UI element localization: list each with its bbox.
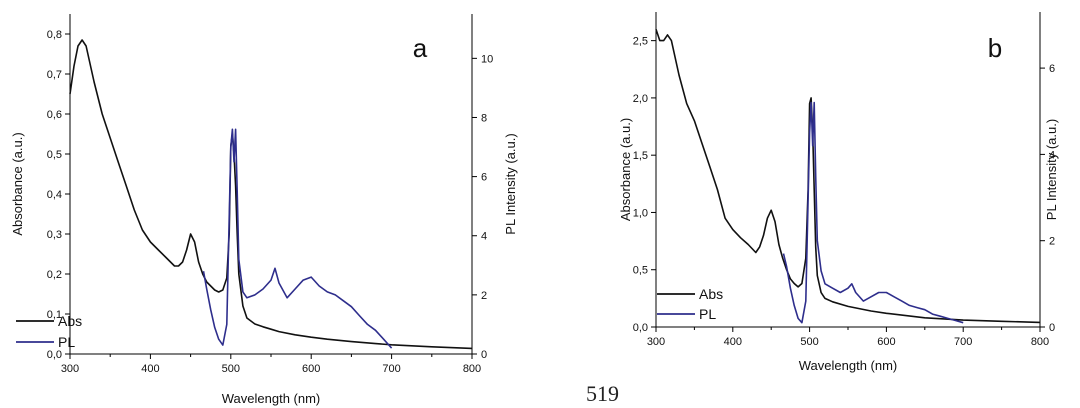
y-tick-label: 0,3 — [47, 229, 62, 241]
y-tick-label: 2,0 — [633, 93, 648, 105]
y-tick-label: 0,7 — [47, 69, 62, 81]
series-line-pl — [782, 101, 964, 324]
series-line-abs — [655, 28, 1041, 324]
x-tick-label: 800 — [1031, 336, 1049, 348]
panel-label: b — [988, 33, 1002, 63]
y-tick-label: 1,5 — [633, 150, 648, 162]
y2-tick-label: 6 — [481, 172, 487, 184]
x-tick-label: 400 — [141, 363, 159, 375]
y-axis-title: Absorbance (a.u.) — [618, 118, 633, 221]
y-axis-title: Absorbance (a.u.) — [10, 132, 25, 235]
y2-axis-title: PL Intensity (a.u.) — [1044, 119, 1059, 220]
legend-label-abs: Abs — [58, 313, 82, 329]
y-tick-label: 0,1 — [47, 309, 62, 321]
y2-tick-label: 0 — [1049, 322, 1055, 334]
series-line-abs — [69, 39, 473, 350]
page-number: 519 — [586, 381, 619, 406]
y-tick-label: 2,5 — [633, 36, 648, 48]
chart-panel-a: 300 400 500 600 700 800 0,0 0,1 0,2 0,3 0,4 0,5 0,6 0… — [10, 14, 518, 406]
x-tick-label: 500 — [222, 363, 240, 375]
y-tick-label: 0,0 — [47, 349, 62, 361]
x-axis-title: Wavelength (nm) — [799, 358, 898, 373]
y2-tick-label: 4 — [1049, 149, 1055, 161]
x-tick-label: 400 — [724, 336, 742, 348]
x-tick-label: 600 — [877, 336, 895, 348]
y-tick-label: 0,8 — [47, 29, 62, 41]
x-axis-title: Wavelength (nm) — [222, 391, 321, 406]
x-tick-label: 300 — [61, 363, 79, 375]
y-tick-label: 0,2 — [47, 269, 62, 281]
panel-label: a — [413, 33, 428, 63]
y-tick-label: 1,0 — [633, 207, 648, 219]
y-tick-label: 0,5 — [47, 149, 62, 161]
legend-label-pl: PL — [699, 306, 716, 322]
y-tick-label: 0,0 — [633, 322, 648, 334]
x-tick-label: 800 — [463, 363, 481, 375]
x-tick-label: 300 — [647, 336, 665, 348]
x-tick-label: 700 — [382, 363, 400, 375]
y2-tick-label: 8 — [481, 112, 487, 124]
y-tick-label: 0,6 — [47, 109, 62, 121]
x-tick-label: 500 — [800, 336, 818, 348]
y2-tick-label: 4 — [481, 231, 487, 243]
y2-tick-label: 2 — [481, 290, 487, 302]
x-tick-label: 700 — [954, 336, 972, 348]
y-tick-label: 0,5 — [633, 265, 648, 277]
x-tick-label: 600 — [302, 363, 320, 375]
y2-tick-label: 0 — [481, 349, 487, 361]
legend-label-abs: Abs — [699, 286, 723, 302]
series-line-pl — [202, 128, 393, 349]
y2-tick-label: 2 — [1049, 236, 1055, 248]
legend-label-pl: PL — [58, 334, 75, 350]
y-tick-label: 0,4 — [47, 189, 62, 201]
y2-tick-label: 10 — [481, 53, 493, 65]
y2-tick-label: 6 — [1049, 63, 1055, 75]
chart-panel-b: 300 400 500 600 700 800 0,0 0,5 1,0 1,5 2,0 2,5 0 2 4 6… — [618, 12, 1059, 373]
y2-axis-title: PL Intensity (a.u.) — [503, 133, 518, 234]
